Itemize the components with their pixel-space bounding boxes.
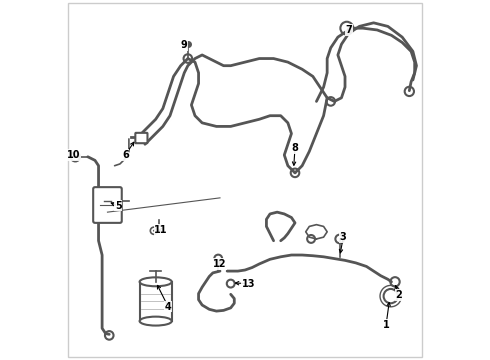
Text: 8: 8 [292,143,298,153]
FancyBboxPatch shape [98,192,118,211]
Text: 12: 12 [213,259,227,269]
Text: 1: 1 [383,320,390,330]
Ellipse shape [140,277,172,286]
Text: 3: 3 [340,232,346,242]
Text: 4: 4 [165,302,172,312]
FancyBboxPatch shape [93,187,122,223]
Text: 11: 11 [154,225,168,235]
Text: 7: 7 [345,25,352,35]
Text: 9: 9 [181,40,188,50]
Text: 13: 13 [242,279,255,289]
Text: 5: 5 [115,201,122,211]
FancyBboxPatch shape [135,133,147,143]
Ellipse shape [140,317,172,325]
Text: 10: 10 [67,150,80,160]
Text: 6: 6 [122,150,129,160]
Text: 2: 2 [395,290,402,300]
